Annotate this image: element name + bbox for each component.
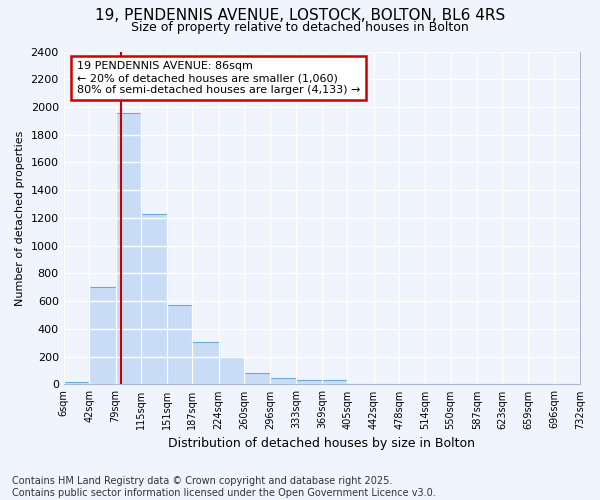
Bar	[141, 214, 167, 384]
Text: 19, PENDENNIS AVENUE, LOSTOCK, BOLTON, BL6 4RS: 19, PENDENNIS AVENUE, LOSTOCK, BOLTON, B…	[95, 8, 505, 22]
Text: 19 PENDENNIS AVENUE: 86sqm
← 20% of detached houses are smaller (1,060)
80% of s: 19 PENDENNIS AVENUE: 86sqm ← 20% of deta…	[77, 62, 360, 94]
Bar	[296, 380, 322, 384]
Bar	[89, 288, 116, 384]
Bar	[219, 358, 244, 384]
Bar	[167, 304, 193, 384]
Bar	[270, 378, 296, 384]
Bar	[116, 112, 141, 384]
Bar	[244, 374, 270, 384]
Y-axis label: Number of detached properties: Number of detached properties	[15, 130, 25, 306]
Text: Contains HM Land Registry data © Crown copyright and database right 2025.
Contai: Contains HM Land Registry data © Crown c…	[12, 476, 436, 498]
Bar	[64, 382, 89, 384]
X-axis label: Distribution of detached houses by size in Bolton: Distribution of detached houses by size …	[169, 437, 475, 450]
Bar	[322, 380, 347, 384]
Text: Size of property relative to detached houses in Bolton: Size of property relative to detached ho…	[131, 21, 469, 34]
Bar	[193, 342, 219, 384]
